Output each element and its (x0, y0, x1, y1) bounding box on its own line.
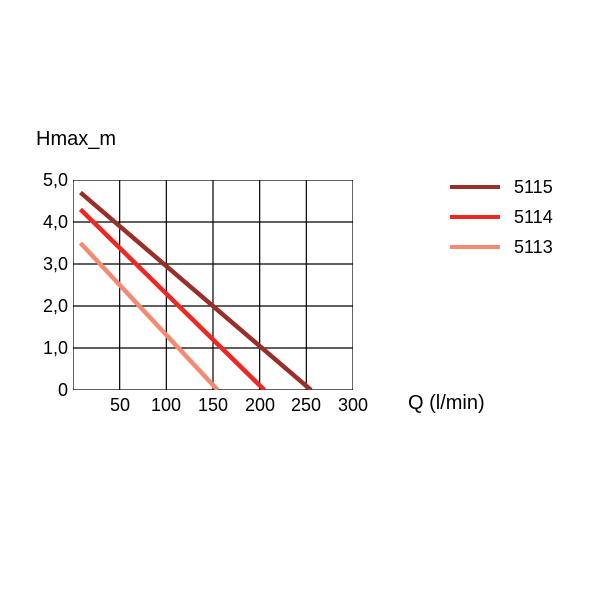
y-tick-label: 2,0 (28, 296, 68, 317)
chart-container: Hmax_m 5,0 4,0 3,0 2,0 1,0 0 50 100 150 … (0, 0, 600, 600)
y-tick-label: 0 (28, 380, 68, 401)
x-tick-label: 150 (193, 395, 233, 416)
plot-area (73, 180, 353, 390)
legend-swatch (450, 185, 500, 189)
x-tick-label: 200 (240, 395, 280, 416)
legend-label: 5114 (514, 207, 553, 228)
y-axis-title: Hmax_m (36, 128, 116, 151)
legend-item: 5114 (450, 202, 553, 232)
legend-swatch (450, 215, 500, 219)
legend-label: 5113 (514, 237, 553, 258)
legend-swatch (450, 245, 500, 249)
x-tick-label: 300 (333, 395, 373, 416)
legend-label: 5115 (514, 177, 553, 198)
y-tick-label: 5,0 (28, 170, 68, 191)
y-tick-label: 1,0 (28, 338, 68, 359)
x-tick-label: 250 (286, 395, 326, 416)
x-tick-label: 100 (146, 395, 186, 416)
y-tick-label: 4,0 (28, 212, 68, 233)
y-tick-label: 3,0 (28, 254, 68, 275)
legend-item: 5115 (450, 172, 553, 202)
x-axis-title: Q (l/min) (408, 392, 485, 415)
x-tick-label: 50 (100, 395, 140, 416)
legend-item: 5113 (450, 232, 553, 262)
legend: 5115 5114 5113 (450, 172, 553, 262)
